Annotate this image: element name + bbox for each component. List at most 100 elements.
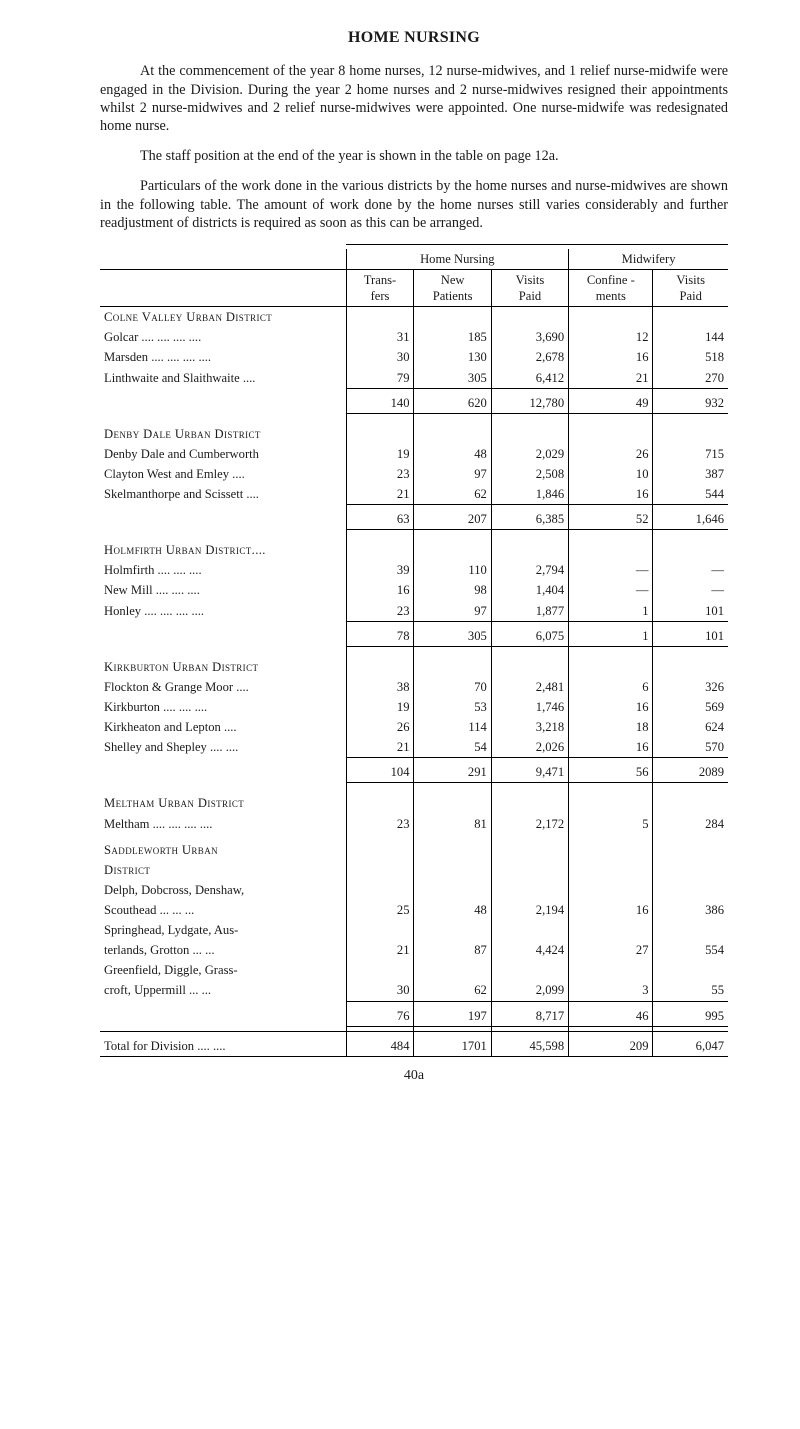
total-v2: 45,598: [491, 1036, 568, 1057]
sec5sub-v4: 995: [653, 1006, 728, 1027]
sec0sub-v3: 49: [569, 393, 653, 414]
sec5sub-v3: 46: [569, 1006, 653, 1027]
sec1r0-v4: 715: [653, 444, 728, 464]
sec5sub-v0: 76: [346, 1006, 414, 1027]
sec5r0-v1: 48: [414, 900, 491, 920]
sec5r2-label: croft, Uppermill ... ...: [100, 980, 346, 1001]
sec5r1-v3: 27: [569, 940, 653, 960]
sec3r2-v0: 26: [346, 717, 414, 737]
sec3sub-v0: 104: [346, 762, 414, 783]
sec4r0-label: Meltham .... .... .... ....: [100, 814, 346, 834]
sec0r0-v1: 185: [414, 327, 491, 347]
sec3r1-v3: 16: [569, 697, 653, 717]
sec2r2-v2: 1,877: [491, 601, 568, 622]
sec0r1-v3: 16: [569, 347, 653, 367]
sec0r1-v2: 2,678: [491, 347, 568, 367]
page-number: 40a: [100, 1067, 728, 1085]
total-v0: 484: [346, 1036, 414, 1057]
sec1r0-v1: 48: [414, 444, 491, 464]
col-visits-paid-2: VisitsPaid: [653, 269, 728, 306]
sec4r0-v2: 2,172: [491, 814, 568, 834]
section-title: Denby Dale Urban District: [100, 424, 346, 444]
sec5r0-v3: 16: [569, 900, 653, 920]
sec2r0-v4: —: [653, 560, 728, 580]
sec2sub-v2: 6,075: [491, 626, 568, 647]
sec0r1-v4: 518: [653, 347, 728, 367]
sec2sub-v3: 1: [569, 626, 653, 647]
sec3r2-v4: 624: [653, 717, 728, 737]
sec1r2-v4: 544: [653, 484, 728, 505]
col-visits-paid: VisitsPaid: [491, 269, 568, 306]
group-header-midwifery: Midwifery: [569, 249, 728, 270]
sec3r0-v3: 6: [569, 677, 653, 697]
sec3r1-v4: 569: [653, 697, 728, 717]
sec3sub-v2: 9,471: [491, 762, 568, 783]
sec5r2-v1: 62: [414, 980, 491, 1001]
sec3r2-label: Kirkheaton and Lepton ....: [100, 717, 346, 737]
sec5r1-v2: 4,424: [491, 940, 568, 960]
sec0sub-v0: 140: [346, 393, 414, 414]
sec1r2-v2: 1,846: [491, 484, 568, 505]
sec0sub-v2: 12,780: [491, 393, 568, 414]
sec2r1-v0: 16: [346, 580, 414, 600]
col-transfers: Trans-fers: [346, 269, 414, 306]
sec0r0-label: Golcar .... .... .... ....: [100, 327, 346, 347]
section-title: Kirkburton Urban District: [100, 657, 346, 677]
sec1r2-v3: 16: [569, 484, 653, 505]
sec2sub-v1: 305: [414, 626, 491, 647]
sec3r0-v4: 326: [653, 677, 728, 697]
sec3r3-v1: 54: [414, 737, 491, 758]
sec5r1-v4: 554: [653, 940, 728, 960]
sec1sub-v4: 1,646: [653, 509, 728, 530]
sec2r1-v3: —: [569, 580, 653, 600]
sec1r1-v3: 10: [569, 464, 653, 484]
sec2r0-v1: 110: [414, 560, 491, 580]
sec0sub-v4: 932: [653, 393, 728, 414]
sec5r0-v4: 386: [653, 900, 728, 920]
sec0sub-v1: 620: [414, 393, 491, 414]
sec2r2-v4: 101: [653, 601, 728, 622]
sec5sub-v1: 197: [414, 1006, 491, 1027]
sec2r0-v2: 2,794: [491, 560, 568, 580]
sec0r2-v2: 6,412: [491, 368, 568, 389]
sec3r3-label: Shelley and Shepley .... ....: [100, 737, 346, 758]
section-title: Colne Valley Urban District: [100, 307, 346, 328]
sec1r1-v1: 97: [414, 464, 491, 484]
sec4r0-v1: 81: [414, 814, 491, 834]
sec0r2-label: Linthwaite and Slaithwaite ....: [100, 368, 346, 389]
sec2r2-v1: 97: [414, 601, 491, 622]
sec1sub-v0: 63: [346, 509, 414, 530]
section-title: Meltham Urban District: [100, 793, 346, 813]
sec2r2-v3: 1: [569, 601, 653, 622]
sec2r2-v0: 23: [346, 601, 414, 622]
sec5sub-label: [100, 1006, 346, 1027]
sec2r1-v1: 98: [414, 580, 491, 600]
sec1r1-v0: 23: [346, 464, 414, 484]
sec3sub-v1: 291: [414, 762, 491, 783]
col-confinements: Confine -ments: [569, 269, 653, 306]
sec1r0-v2: 2,029: [491, 444, 568, 464]
sec5r2-v3: 3: [569, 980, 653, 1001]
sec0r2-v4: 270: [653, 368, 728, 389]
sec3r1-label: Kirkburton .... .... ....: [100, 697, 346, 717]
sec3sub-v3: 56: [569, 762, 653, 783]
sec3r2-v2: 3,218: [491, 717, 568, 737]
sec0r2-v3: 21: [569, 368, 653, 389]
sec4r0-v3: 5: [569, 814, 653, 834]
total-label: Total for Division .... ....: [100, 1036, 346, 1057]
sec2sub-label: [100, 626, 346, 647]
sec3r1-v2: 1,746: [491, 697, 568, 717]
sec5r0-label: Scouthead ... ... ...: [100, 900, 346, 920]
sec5r2-v0: 30: [346, 980, 414, 1001]
sec1r0-label: Denby Dale and Cumberworth: [100, 444, 346, 464]
sec1sub-v2: 6,385: [491, 509, 568, 530]
group-header-nursing: Home Nursing: [346, 249, 569, 270]
sec0r0-v4: 144: [653, 327, 728, 347]
sec1r0-v3: 26: [569, 444, 653, 464]
sec3sub-label: [100, 762, 346, 783]
sec5r2-v2: 2,099: [491, 980, 568, 1001]
sec3r0-v2: 2,481: [491, 677, 568, 697]
total-v1: 1701: [414, 1036, 491, 1057]
sec0r1-label: Marsden .... .... .... ....: [100, 347, 346, 367]
sec5r1-v0: 21: [346, 940, 414, 960]
